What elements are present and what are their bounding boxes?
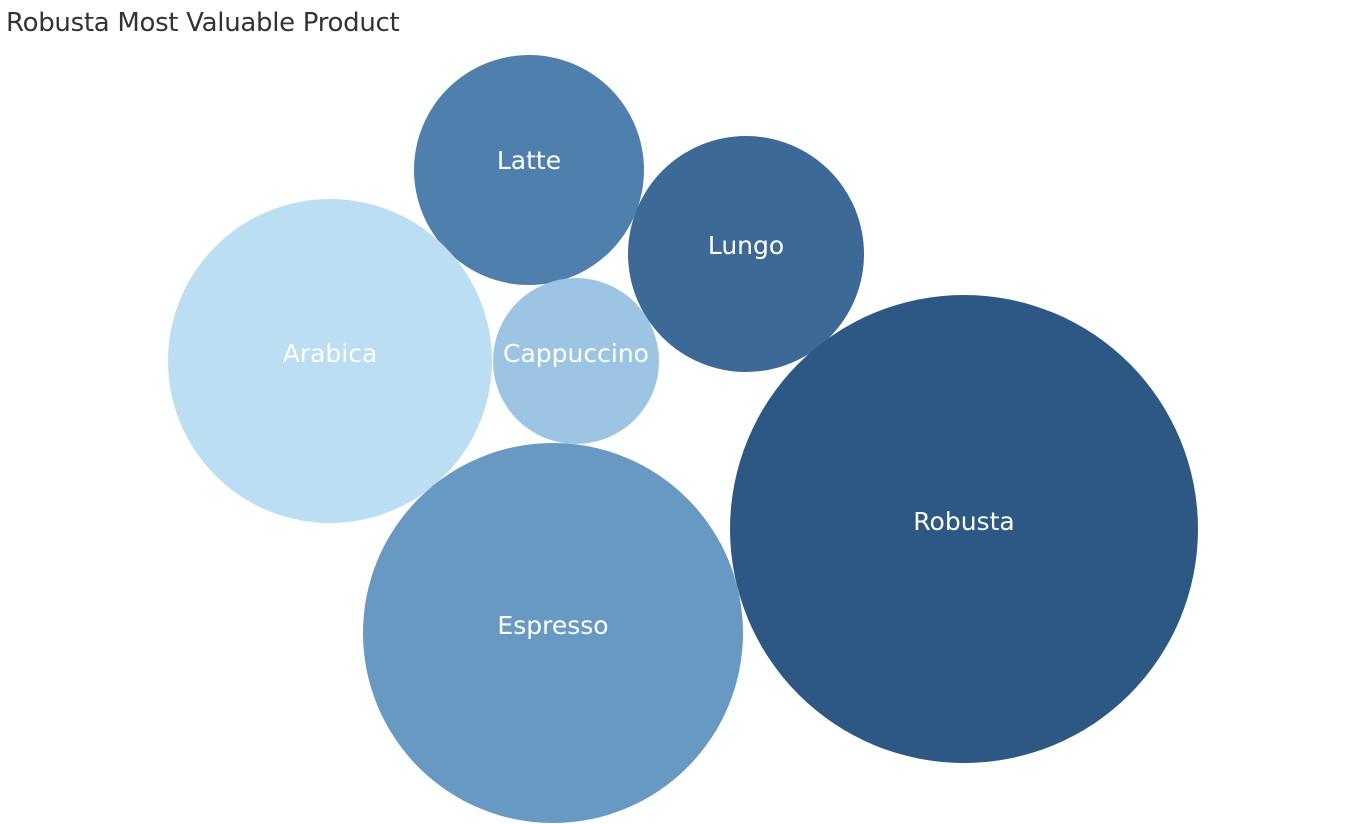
chart-title: Robusta Most Valuable Product (6, 8, 400, 38)
bubble-label-arabica: Arabica (283, 339, 378, 368)
bubble-latte[interactable] (414, 55, 644, 285)
bubble-robusta[interactable] (730, 295, 1198, 763)
bubble-label-espresso: Espresso (497, 611, 608, 640)
bubble-label-cappuccino: Cappuccino (503, 339, 649, 368)
bubble-cappuccino[interactable] (493, 278, 659, 444)
bubble-arabica[interactable] (168, 199, 492, 523)
bubble-espresso[interactable] (363, 443, 743, 823)
bubble-label-latte: Latte (497, 146, 561, 175)
bubble-label-lungo: Lungo (708, 231, 784, 260)
bubble-label-robusta: Robusta (913, 507, 1014, 536)
bubble-lungo[interactable] (628, 136, 864, 372)
